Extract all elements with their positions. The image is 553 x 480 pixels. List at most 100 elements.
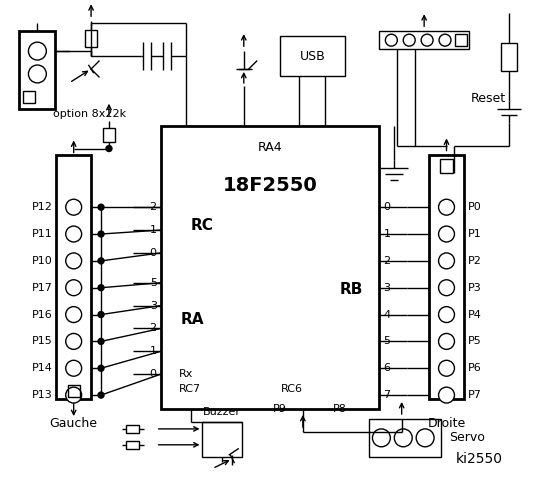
Text: 2: 2 [149,324,156,334]
Text: P12: P12 [32,202,53,212]
Circle shape [66,280,82,296]
Circle shape [439,226,455,242]
Text: RC: RC [190,217,213,233]
Bar [103,128,115,142]
Bar [161,126,379,409]
Text: 1: 1 [150,225,156,235]
Text: 2: 2 [149,202,156,212]
Text: 4: 4 [383,310,390,320]
Text: P4: P4 [468,310,482,320]
Text: RB: RB [340,282,363,297]
Circle shape [28,65,46,83]
Text: 3: 3 [383,283,390,293]
Bar [56,156,91,399]
Circle shape [439,280,455,296]
Text: P14: P14 [32,363,53,373]
Circle shape [66,253,82,269]
Text: option 8x22k: option 8x22k [53,109,126,119]
Bar [19,31,55,109]
Circle shape [106,145,112,152]
Text: 0: 0 [383,202,390,212]
Text: P5: P5 [468,336,482,347]
Text: Rx: Rx [179,369,193,379]
Text: 1: 1 [383,229,390,239]
Bar [85,30,97,48]
Bar [379,31,469,49]
Text: RA4: RA4 [258,141,283,154]
Text: Droite: Droite [427,417,466,430]
Circle shape [421,34,433,46]
Circle shape [439,34,451,46]
Text: P2: P2 [468,256,482,266]
Bar [440,159,453,173]
Text: P10: P10 [32,256,53,266]
Circle shape [439,387,455,403]
Bar [23,91,35,103]
Circle shape [98,231,104,237]
Circle shape [385,34,397,46]
Text: P7: P7 [468,390,482,400]
Text: P13: P13 [32,390,53,400]
Text: 6: 6 [383,363,390,373]
Bar [280,36,345,76]
Text: 18F2550: 18F2550 [223,176,317,195]
Text: ki2550: ki2550 [455,452,502,466]
Circle shape [98,338,104,344]
Circle shape [416,429,434,447]
Text: Gauche: Gauche [50,417,98,430]
Text: P0: P0 [468,202,482,212]
Circle shape [98,204,104,210]
Circle shape [403,34,415,46]
Text: Servo: Servo [449,432,485,444]
Bar [369,419,441,457]
Bar [67,385,80,397]
Bar [126,425,139,433]
Circle shape [98,258,104,264]
Circle shape [66,387,82,403]
Circle shape [98,285,104,291]
Text: RC6: RC6 [281,384,303,394]
Circle shape [439,334,455,349]
Circle shape [98,392,104,398]
Text: P8: P8 [333,404,347,414]
Text: P6: P6 [468,363,482,373]
Text: 0: 0 [150,369,156,379]
Circle shape [439,253,455,269]
Text: P16: P16 [32,310,53,320]
Bar [455,34,467,46]
Text: P9: P9 [273,404,287,414]
Text: 5: 5 [383,336,390,347]
Circle shape [439,307,455,323]
Circle shape [439,199,455,215]
Bar [126,441,139,449]
Text: P11: P11 [32,229,53,239]
Circle shape [439,360,455,376]
Circle shape [66,307,82,323]
Circle shape [372,429,390,447]
Circle shape [66,199,82,215]
Text: P17: P17 [32,283,53,293]
Text: 7: 7 [383,390,390,400]
Circle shape [66,334,82,349]
Circle shape [394,429,412,447]
Text: P3: P3 [468,283,482,293]
Text: 5: 5 [150,278,156,288]
Text: Buzzer: Buzzer [204,407,241,417]
Text: 3: 3 [150,300,156,311]
Circle shape [98,365,104,371]
Circle shape [28,42,46,60]
Text: RA: RA [181,312,204,327]
Text: 2: 2 [383,256,390,266]
Text: Reset: Reset [471,92,506,105]
Text: P15: P15 [32,336,53,347]
Text: USB: USB [299,49,325,62]
Bar [202,422,242,457]
Bar [429,156,464,399]
Circle shape [98,312,104,318]
Circle shape [66,226,82,242]
Text: 0: 0 [150,248,156,258]
Circle shape [66,360,82,376]
Text: 1: 1 [150,347,156,356]
Bar [500,43,517,71]
Text: P1: P1 [468,229,482,239]
